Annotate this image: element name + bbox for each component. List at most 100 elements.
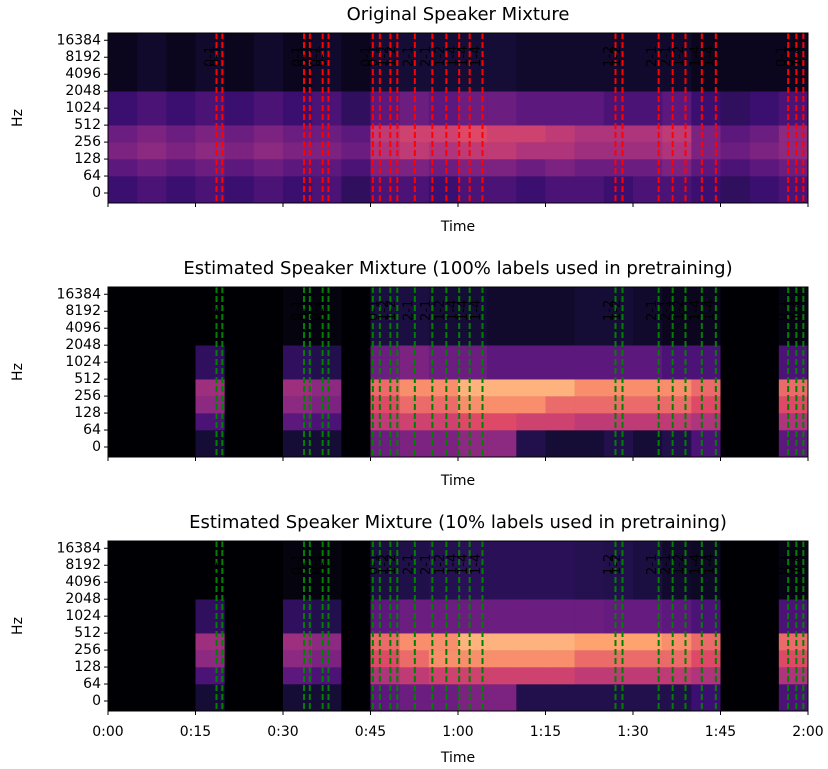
y-tick-label: 128: [74, 151, 101, 167]
heatmap-cell: [166, 430, 196, 458]
y-tick-label: 16384: [56, 286, 101, 302]
heatmap-cell: [603, 541, 634, 600]
heatmap-cell: [662, 176, 692, 204]
heatmap-cell: [108, 33, 138, 92]
y-tick-label: 4096: [65, 320, 101, 336]
heatmap-cell: [428, 650, 459, 668]
heatmap-cell: [137, 33, 167, 92]
heatmap-cell: [428, 91, 459, 126]
heatmap-cell: [778, 650, 809, 668]
heatmap-cell: [108, 379, 138, 397]
heatmap-cell: [749, 430, 780, 458]
heatmap-cell: [283, 379, 313, 397]
heatmap-cell: [545, 287, 575, 346]
heatmap-cell: [633, 633, 663, 651]
x-tick-label: 0:15: [180, 724, 211, 740]
x-tick-label: 1:00: [442, 724, 473, 740]
marker-label: 1-2: [609, 554, 624, 575]
heatmap-cell: [137, 91, 167, 126]
heatmap-cell: [778, 667, 809, 685]
heatmap-cell: [633, 684, 663, 712]
heatmap-cell: [312, 125, 342, 143]
x-tick-label: 0:00: [92, 724, 123, 740]
heatmap-cell: [253, 541, 284, 600]
heatmap-cell: [603, 396, 634, 414]
heatmap-cell: [283, 142, 313, 160]
heatmap-cell: [516, 159, 546, 177]
heatmap-cell: [283, 599, 313, 634]
heatmap-cell: [283, 684, 313, 712]
heatmap-cell: [574, 599, 605, 634]
heatmap-cell: [633, 176, 663, 204]
heatmap-cell: [749, 633, 780, 651]
heatmap-cell: [108, 633, 138, 651]
marker-label: 0-1: [359, 554, 374, 575]
heatmap-cell: [545, 413, 575, 431]
marker-label: 1-2: [672, 554, 687, 575]
marker-label: 1-2: [609, 46, 624, 67]
heatmap-cell: [137, 396, 167, 414]
heatmap-cell: [283, 413, 313, 431]
y-tick-label: 64: [83, 168, 101, 184]
heatmap-cell: [516, 667, 546, 685]
heatmap-cell: [195, 91, 225, 126]
heatmap-cell: [283, 430, 313, 458]
heatmap-cell: [545, 91, 575, 126]
chart-title: Original Speaker Mixture: [347, 4, 570, 25]
heatmap-cell: [574, 633, 605, 651]
heatmap-cell: [312, 650, 342, 668]
y-tick-label: 4096: [65, 574, 101, 590]
marker-label: 0-1: [203, 300, 218, 321]
heatmap-cell: [720, 633, 750, 651]
marker-label: 1-2: [377, 300, 392, 321]
heatmap-cell: [778, 396, 809, 414]
heatmap-cell: [370, 599, 400, 634]
heatmap-cell: [195, 413, 225, 431]
x-tick-label: 2:00: [792, 724, 823, 740]
heatmap-cell: [545, 345, 575, 380]
heatmap-cell: [516, 684, 546, 712]
y-tick-label: 2048: [65, 83, 101, 99]
marker-label: 1-2: [602, 300, 617, 321]
heatmap-cell: [195, 599, 225, 634]
heatmap-cell: [487, 125, 517, 143]
heatmap-cell: [370, 633, 400, 651]
heatmap-cell: [778, 125, 809, 143]
y-tick-label: 512: [74, 371, 101, 387]
heatmap-cell: [283, 159, 313, 177]
heatmap-cell: [341, 142, 371, 160]
y-tick-label: 8192: [65, 303, 101, 319]
heatmap-cell: [574, 541, 605, 600]
heatmap-cell: [195, 684, 225, 712]
heatmap-cell: [516, 142, 546, 160]
marker-label: 2-1: [401, 554, 416, 575]
heatmap-cell: [312, 633, 342, 651]
heatmap-cell: [370, 125, 400, 143]
heatmap-cell: [253, 176, 284, 204]
heatmap-cell: [253, 430, 284, 458]
heatmap-cell: [341, 667, 371, 685]
heatmap-cell: [487, 379, 517, 397]
heatmap-cell: [603, 430, 634, 458]
heatmap-cell: [108, 667, 138, 685]
marker-label: 1-2: [377, 46, 392, 67]
heatmap-cell: [749, 413, 780, 431]
heatmap-cell: [195, 541, 225, 600]
heatmap-cell: [341, 159, 371, 177]
heatmap-cell: [253, 33, 284, 92]
heatmap-cell: [516, 287, 546, 346]
heatmap-cell: [516, 541, 546, 600]
x-axis-label: Time: [440, 750, 475, 766]
heatmap-cell: [487, 33, 517, 92]
marker-label: 1-4: [790, 300, 805, 321]
heatmap-cell: [633, 650, 663, 668]
heatmap-cell: [283, 345, 313, 380]
y-axis-label: Hz: [10, 109, 26, 127]
heatmap-cell: [341, 345, 371, 380]
heatmap-cell: [137, 125, 167, 143]
heatmap-cell: [341, 91, 371, 126]
marker-label: 0-1: [203, 554, 218, 575]
heatmap-cell: [603, 125, 634, 143]
heatmap-cell: [195, 142, 225, 160]
